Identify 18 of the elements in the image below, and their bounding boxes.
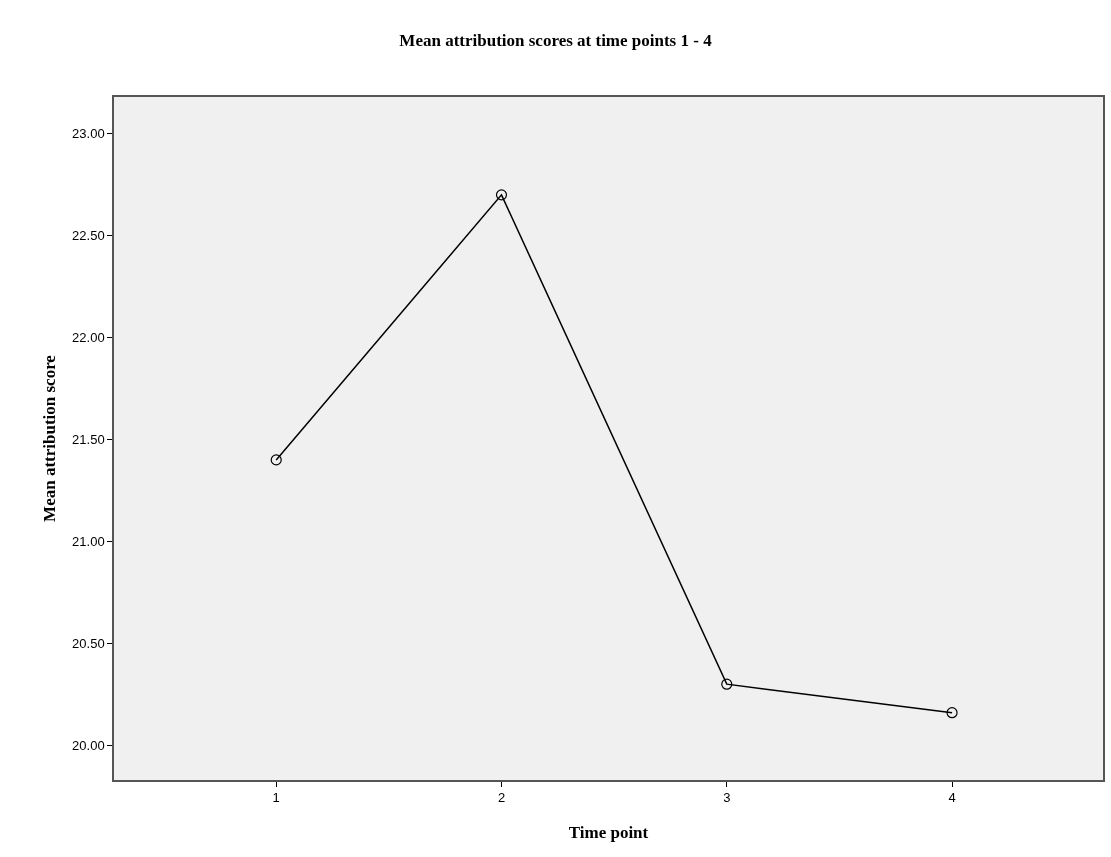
- y-tick-label: 20.00: [72, 737, 105, 753]
- y-axis-title: Mean attribution score: [40, 354, 60, 522]
- y-tick-label: 21.00: [72, 534, 105, 550]
- x-tick-label: 3: [723, 790, 731, 806]
- point: [495, 189, 508, 201]
- y-tick-label: 22.00: [72, 330, 105, 346]
- point: [946, 707, 958, 719]
- y-tick-label: 22.50: [72, 228, 105, 244]
- y-tick-label: 21.50: [72, 432, 105, 448]
- x-tick-label: 2: [497, 790, 506, 806]
- x-tick-label: 1: [272, 790, 280, 806]
- point: [270, 454, 282, 466]
- x-axis-title: Time point: [568, 823, 649, 843]
- y-tick-label: 20.50: [72, 635, 105, 651]
- point: [721, 678, 733, 690]
- chart-title: Mean attribution scores at time points 1 - 4: [399, 30, 713, 50]
- y-tick-label: 23.00: [72, 126, 105, 142]
- x-tick-label: 4: [948, 790, 956, 806]
